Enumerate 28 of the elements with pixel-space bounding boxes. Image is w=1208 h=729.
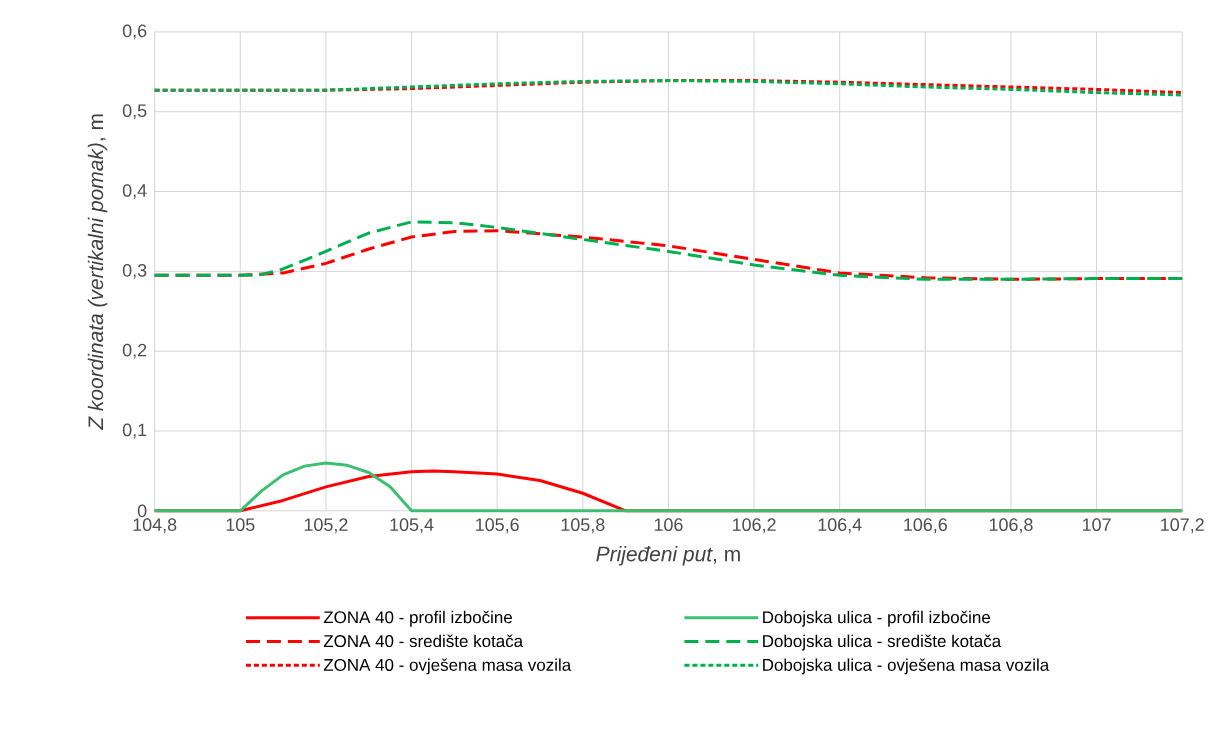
legend-label: Dobojska ulica - ovješena masa vozila [763, 658, 1050, 675]
y-tick-label: 0,4 [122, 183, 147, 199]
x-tick-label: 106,6 [904, 518, 947, 534]
y-tick-label: 0,6 [122, 24, 147, 40]
y-tick-label: 0,3 [122, 263, 147, 279]
x-tick-label: 105,2 [304, 518, 348, 534]
legend-label: ZONA 40 - profil izbočine [323, 610, 512, 627]
x-tick-label: 106,2 [732, 518, 776, 534]
x-tick-label: 106 [654, 518, 683, 531]
y-axis-title: Z koordinata (vertikalni pomak), m [87, 114, 108, 430]
y-tick-label: 0,2 [122, 343, 147, 359]
x-axis-title: Prijeđeni put, m [596, 545, 740, 566]
legend-label: Dobojska ulica - profil izbočine [763, 610, 990, 627]
x-tick-label: 105 [226, 518, 255, 531]
legend-label: ZONA 40 - središte kotača [323, 634, 524, 647]
y-tick-label: 0,5 [122, 104, 147, 120]
x-tick-label: 105,8 [561, 518, 605, 534]
x-tick-label: 107,2 [1161, 518, 1204, 534]
legend-label: Dobojska ulica - središte kotača [763, 634, 1002, 651]
x-tick-label: 105,6 [476, 518, 519, 534]
y-tick-label: 0 [137, 504, 147, 518]
x-tick-label: 106,8 [989, 518, 1033, 534]
x-tick-label: 106,4 [818, 518, 862, 534]
x-tick-label: 105,4 [390, 518, 434, 534]
x-tick-label: 107 [1082, 518, 1111, 531]
x-tick-label: 104,8 [133, 518, 177, 534]
legend-label: ZONA 40 - ovješena masa vozila [323, 658, 572, 675]
y-tick-label: 0,1 [122, 423, 147, 439]
